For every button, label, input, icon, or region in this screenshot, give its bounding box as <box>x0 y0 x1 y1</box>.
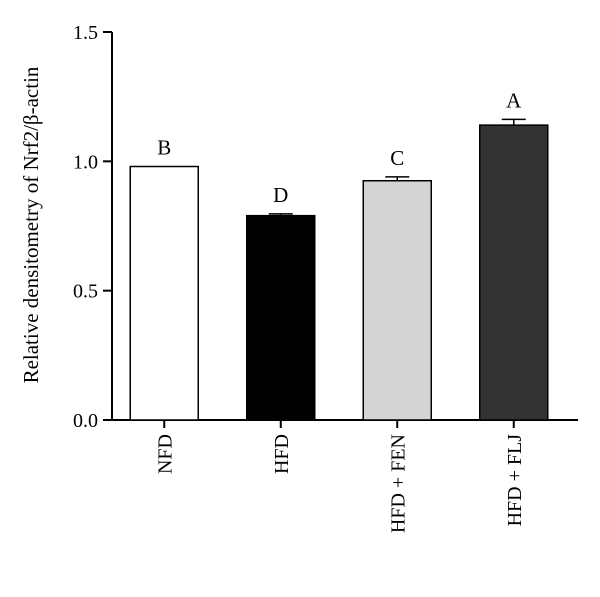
bar <box>129 165 199 421</box>
significance-letter: C <box>390 146 404 170</box>
bars-group <box>129 118 549 421</box>
x-tick-label: HFD + FLJ <box>504 434 526 527</box>
bar <box>479 124 549 421</box>
bar <box>362 179 432 421</box>
x-tick-label: NFD <box>154 434 176 474</box>
y-axis-title: Relative densitometry of Nrf2/β-actin <box>19 66 43 383</box>
x-tick-label: HFD <box>271 434 293 474</box>
significance-letter: D <box>273 183 288 207</box>
y-tick-label: 0.0 <box>73 410 98 432</box>
x-tick-label: HFD + FEN <box>387 434 409 533</box>
y-tick-label: 1.0 <box>73 151 98 173</box>
significance-letter: A <box>506 88 522 112</box>
annotations-group: B D C A <box>157 88 522 206</box>
y-tick-label: 0.5 <box>73 281 98 303</box>
significance-letter: B <box>157 136 171 160</box>
axes: 0.0 0.5 1.0 1.5 NFD HFD HFD + FEN HFD + FLJ <box>73 22 578 533</box>
bar <box>246 214 316 421</box>
y-tick-label: 1.5 <box>73 22 98 44</box>
